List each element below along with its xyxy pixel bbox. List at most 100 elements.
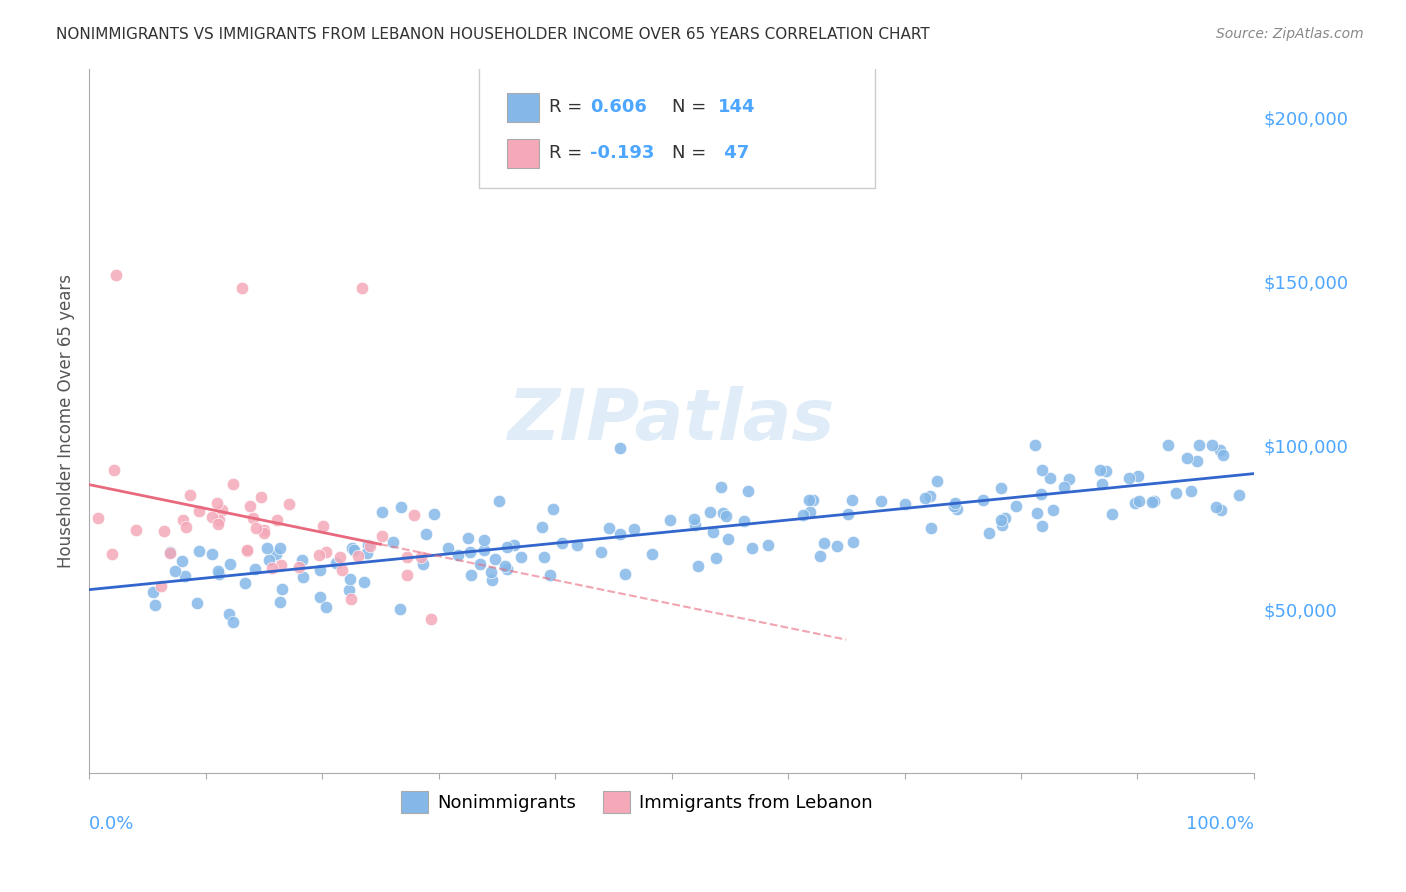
Point [531,520,554,534]
Point [205,496,228,510]
Point [918,489,941,503]
Point [371,504,394,518]
Point [257,552,280,566]
Point [340,541,363,555]
Point [458,545,481,559]
Point [249,491,271,505]
Point [457,531,479,545]
Point [841,492,863,507]
Point [1212,449,1234,463]
Point [702,524,724,539]
Point [591,545,613,559]
Point [236,543,259,558]
Text: 100.0%: 100.0% [1187,815,1254,833]
Point [686,559,709,574]
Point [808,549,831,563]
Legend: Nonimmigrants, Immigrants from Lebanon: Nonimmigrants, Immigrants from Lebanon [394,784,880,821]
Point [415,527,437,541]
Point [187,504,209,518]
Point [101,547,124,561]
Point [104,268,127,282]
Point [842,534,865,549]
Point [411,550,433,565]
Point [1005,499,1028,513]
FancyBboxPatch shape [508,93,538,122]
Point [614,567,637,582]
Point [142,584,165,599]
Point [533,549,555,564]
Point [538,568,561,582]
Point [496,540,519,554]
Point [609,441,631,455]
Point [706,550,728,565]
Text: N =: N = [672,98,711,117]
Point [356,546,378,560]
Point [231,281,253,295]
Point [598,521,620,535]
Point [245,562,267,576]
Point [124,523,146,537]
Point [242,511,264,525]
Point [792,508,814,522]
Point [1205,500,1227,514]
Point [221,615,243,629]
Point [1128,493,1150,508]
Point [1209,503,1232,517]
Point [389,500,412,514]
Point [222,477,245,491]
Point [211,502,233,516]
Point [1118,471,1140,485]
Point [325,557,347,571]
Point [174,569,197,583]
Point [159,546,181,560]
Point [218,557,240,571]
Point [658,513,681,527]
Point [1180,484,1202,499]
Point [1201,438,1223,452]
Text: 0.606: 0.606 [591,98,647,117]
Point [207,516,229,531]
Point [395,549,418,564]
Point [412,558,434,572]
Point [1126,469,1149,483]
Point [330,564,353,578]
Point [312,519,335,533]
Point [159,545,181,559]
Point [264,547,287,561]
Text: R =: R = [550,145,588,162]
Point [470,558,492,572]
Point [710,480,733,494]
Text: Source: ZipAtlas.com: Source: ZipAtlas.com [1216,27,1364,41]
Point [309,590,332,604]
Point [979,526,1001,541]
Point [972,492,994,507]
Text: NONIMMIGRANTS VS IMMIGRANTS FROM LEBANON HOUSEHOLDER INCOME OVER 65 YEARS CORREL: NONIMMIGRANTS VS IMMIGRANTS FROM LEBANON… [56,27,929,42]
Point [641,547,664,561]
Point [741,541,763,555]
Point [1057,472,1080,486]
Point [474,533,496,548]
Point [179,488,201,502]
Point [436,541,458,556]
Point [207,564,229,578]
Point [339,573,361,587]
Point [87,511,110,525]
Point [502,538,524,552]
Point [208,513,231,527]
Point [1101,507,1123,521]
Point [269,541,291,555]
Point [813,535,835,549]
Point [143,598,166,612]
Point [914,491,936,505]
Point [1042,503,1064,517]
Point [270,558,292,572]
Point [404,508,426,522]
Text: R =: R = [550,98,588,117]
Point [1024,438,1046,452]
Point [837,507,859,521]
Point [946,501,969,516]
Point [1031,519,1053,533]
Point [1187,454,1209,468]
Point [236,544,259,558]
Point [218,607,240,621]
